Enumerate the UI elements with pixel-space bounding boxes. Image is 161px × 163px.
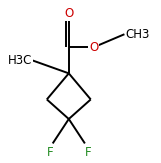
- Text: O: O: [64, 7, 73, 20]
- Text: O: O: [64, 7, 73, 20]
- Text: O: O: [89, 41, 98, 54]
- Text: H3C: H3C: [8, 54, 32, 67]
- Text: F: F: [47, 146, 53, 159]
- Text: H3C: H3C: [8, 54, 32, 67]
- Text: F: F: [85, 146, 91, 159]
- Text: F: F: [47, 146, 53, 159]
- Text: CH3: CH3: [126, 28, 150, 41]
- Text: O: O: [89, 41, 98, 54]
- Text: CH3: CH3: [126, 28, 150, 41]
- Text: F: F: [85, 146, 91, 159]
